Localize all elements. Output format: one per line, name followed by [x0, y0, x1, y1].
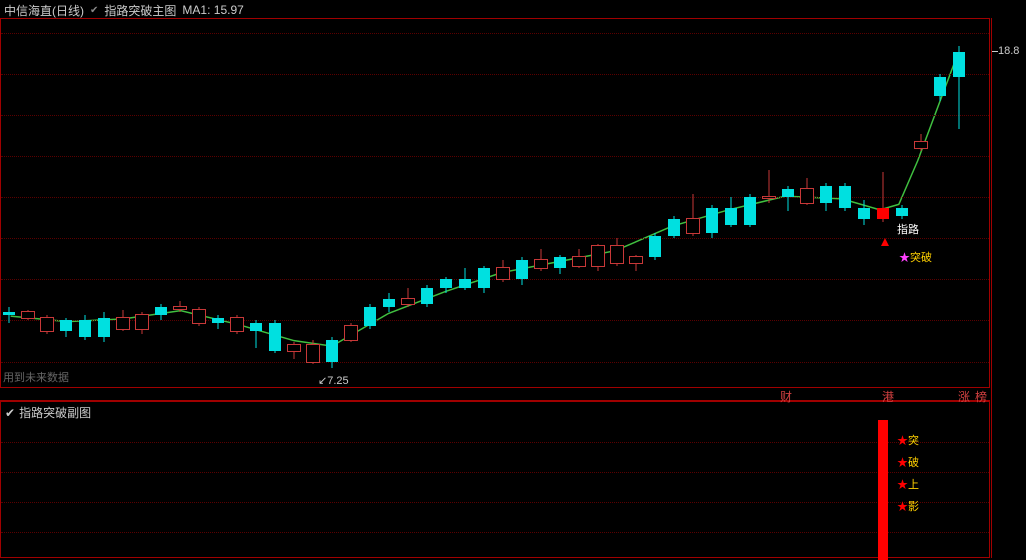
- candle[interactable]: [934, 74, 946, 101]
- signal-bar: [878, 420, 888, 560]
- gridline: [1, 320, 989, 321]
- gridline: [1, 442, 989, 443]
- sub-signal-label: ★上: [897, 476, 919, 492]
- category-marker: 港: [882, 388, 894, 405]
- candle[interactable]: [459, 268, 471, 290]
- candle[interactable]: [725, 197, 737, 227]
- candle[interactable]: [896, 205, 908, 219]
- candle[interactable]: [763, 170, 775, 203]
- candle[interactable]: [782, 186, 794, 211]
- candle[interactable]: [421, 285, 433, 307]
- gridline: [1, 115, 989, 116]
- candle[interactable]: [516, 257, 528, 284]
- category-marker: 榜: [975, 388, 987, 405]
- sub-signal-label: ★影: [897, 498, 919, 514]
- sub-indicator-panel[interactable]: ✔ 指路突破副图 ★突 ★破 ★上 ★影: [0, 400, 990, 558]
- candle[interactable]: [611, 238, 623, 265]
- candle[interactable]: [155, 304, 167, 320]
- candle[interactable]: [440, 277, 452, 293]
- gridline: [1, 472, 989, 473]
- candle[interactable]: [345, 323, 357, 342]
- sub-panel-header: ✔ 指路突破副图: [5, 404, 91, 421]
- candle[interactable]: [193, 307, 205, 326]
- candle[interactable]: [820, 183, 832, 210]
- candle[interactable]: [535, 249, 547, 271]
- candle[interactable]: [554, 255, 566, 274]
- candle[interactable]: [231, 315, 243, 334]
- candle[interactable]: [3, 307, 15, 323]
- category-marker: 涨: [958, 388, 970, 405]
- ma-label: MA1: 15.97: [182, 3, 243, 17]
- gridline: [1, 33, 989, 34]
- sub-signal-label: ★突: [897, 432, 919, 448]
- candle[interactable]: [174, 301, 186, 312]
- candle[interactable]: [858, 200, 870, 225]
- candle[interactable]: [915, 134, 927, 150]
- sub-signal-label: ★破: [897, 454, 919, 470]
- candle[interactable]: [744, 194, 756, 227]
- gridline: [1, 156, 989, 157]
- candle[interactable]: [117, 310, 129, 332]
- candle[interactable]: [630, 255, 642, 271]
- checkmark-icon: ✔: [90, 5, 98, 16]
- category-marker: 财: [780, 388, 792, 405]
- candle[interactable]: [801, 178, 813, 205]
- candle[interactable]: [402, 288, 414, 307]
- candle[interactable]: [307, 340, 319, 365]
- indicator-name: 指路突破主图: [104, 2, 176, 19]
- candle[interactable]: [22, 310, 34, 321]
- candle[interactable]: [497, 260, 509, 282]
- price-axis: 18.8: [991, 18, 1025, 558]
- sub-panel-title: 指路突破副图: [19, 404, 91, 421]
- candle[interactable]: [649, 233, 661, 260]
- candle[interactable]: [364, 304, 376, 329]
- price-label: 18.8: [998, 45, 1019, 57]
- gridline: [1, 532, 989, 533]
- main-candlestick-chart[interactable]: 用到未来数据 ↙7.25 指路 ★突破: [0, 18, 990, 388]
- candle[interactable]: [383, 293, 395, 312]
- candle[interactable]: [41, 315, 53, 334]
- candle[interactable]: [79, 315, 91, 340]
- candle[interactable]: [212, 315, 224, 329]
- low-price-marker: ↙7.25: [318, 374, 349, 387]
- gridline: [1, 279, 989, 280]
- gridline: [1, 502, 989, 503]
- candle[interactable]: [877, 172, 889, 221]
- candle[interactable]: [478, 266, 490, 293]
- candle[interactable]: [250, 320, 262, 347]
- candle[interactable]: [706, 205, 718, 238]
- candle[interactable]: [573, 249, 585, 268]
- gridline: [1, 74, 989, 75]
- candle[interactable]: [136, 312, 148, 334]
- candle[interactable]: [98, 312, 110, 342]
- candle[interactable]: [326, 337, 338, 369]
- checkmark-icon: ✔: [5, 406, 15, 420]
- candle[interactable]: [839, 183, 851, 210]
- candle[interactable]: [288, 342, 300, 358]
- arrow-up-icon: [881, 238, 889, 246]
- candle[interactable]: [269, 320, 281, 353]
- stock-title: 中信海直(日线): [4, 2, 84, 19]
- candle[interactable]: [592, 244, 604, 271]
- breakout-label: ★突破: [899, 249, 932, 265]
- gridline: [1, 238, 989, 239]
- candle[interactable]: [668, 216, 680, 238]
- gridline: [1, 362, 989, 363]
- candle[interactable]: [953, 46, 965, 128]
- candle[interactable]: [60, 318, 72, 337]
- future-data-note: 用到未来数据: [3, 369, 69, 385]
- chart-header: 中信海直(日线) ✔ 指路突破主图 MA1: 15.97: [4, 2, 244, 18]
- signal-label: 指路: [897, 221, 919, 237]
- candle[interactable]: [687, 194, 699, 235]
